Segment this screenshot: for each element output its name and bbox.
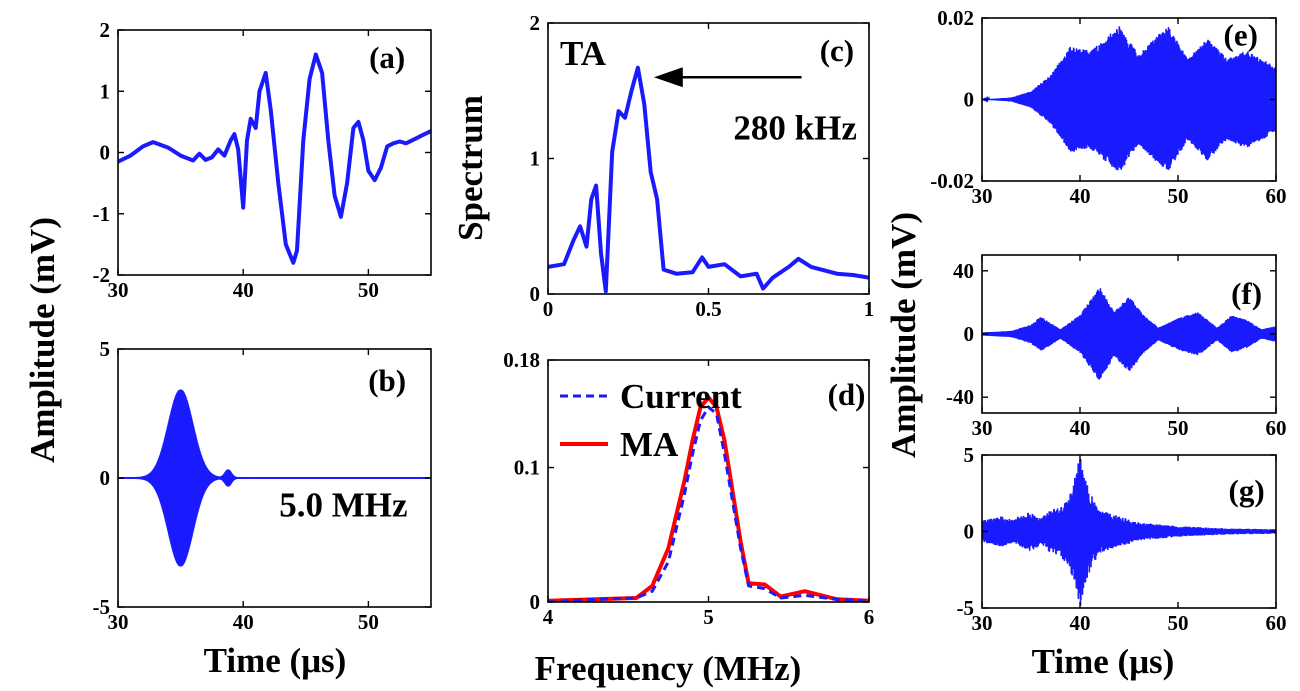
signal-trace-b <box>118 389 431 567</box>
xtick-label-c: 0 <box>543 297 554 321</box>
xlabel-right: Time (μs) <box>1032 642 1175 681</box>
xtick-label-d: 4 <box>543 605 554 629</box>
ytick-label-a: -1 <box>93 202 111 226</box>
xtick-label-a: 50 <box>358 278 379 302</box>
xtick-label-a: 30 <box>108 278 129 302</box>
xtick-label-f: 50 <box>1168 416 1189 440</box>
legend-label-ma: MA <box>620 425 679 464</box>
xtick-label-g: 60 <box>1266 611 1287 635</box>
ytick-label-g: 0 <box>964 520 975 544</box>
ytick-label-c: 0 <box>530 282 541 306</box>
xtick-label-f: 60 <box>1266 416 1287 440</box>
ytick-label-b: 0 <box>100 466 111 490</box>
ytick-label-f: -40 <box>946 385 974 409</box>
xlabel-mid: Frequency (MHz) <box>535 649 802 688</box>
plot-area-f <box>982 288 1276 380</box>
signal-trace-g <box>982 459 1276 606</box>
panel-d: 4 5 6 0.18 0.1 0 (d) Current MA <box>503 348 874 629</box>
plot-area-c <box>548 65 869 294</box>
xlabel-left: Time (μs) <box>204 641 347 680</box>
series-line-d-current <box>548 405 869 602</box>
annotation-frequency: 5.0 MHz <box>279 486 407 525</box>
annotation-peak: 280 kHz <box>733 109 856 148</box>
plot-area-b <box>118 389 431 567</box>
plot-area-g <box>982 459 1276 606</box>
series-line-a-0 <box>118 52 431 265</box>
ytick-label-g: 5 <box>964 443 975 467</box>
panel-f: 30 40 50 60 40 0 -40 (f) <box>946 254 1287 440</box>
ytick-label-b: -5 <box>93 595 111 619</box>
plot-area-e <box>982 26 1276 171</box>
xtick-label-c: 1 <box>864 297 875 321</box>
panel-label-c: (c) <box>820 33 854 68</box>
ytick-label-c: 1 <box>530 147 541 171</box>
xtick-label-f: 30 <box>972 416 993 440</box>
xtick-label-b: 40 <box>233 610 254 634</box>
panel-a: 30 40 50 2 1 0 -1 -2 (a) <box>93 18 432 302</box>
series-line-d-ma <box>548 395 869 602</box>
ytick-label-b: 5 <box>100 337 111 361</box>
ylabel-right: Amplitude (mV) <box>884 212 923 458</box>
panel-label-f: (f) <box>1231 276 1262 311</box>
xtick-label-f: 40 <box>1070 416 1091 440</box>
panel-c: 0 0.5 1 2 1 0 (c) TA 280 kHz <box>530 11 875 321</box>
xtick-label-d: 6 <box>864 605 875 629</box>
panel-label-e: (e) <box>1224 17 1258 52</box>
plot-area-a <box>118 52 431 265</box>
inset-text-ta: TA <box>560 34 607 73</box>
panel-label-d: (d) <box>828 377 866 412</box>
ytick-label-a: 1 <box>100 79 111 103</box>
xtick-label-g: 40 <box>1070 611 1091 635</box>
ytick-label-a: -2 <box>93 263 111 287</box>
signal-trace-e <box>982 26 1276 171</box>
ytick-label-d: 0 <box>530 590 541 614</box>
xtick-label-a: 40 <box>233 278 254 302</box>
panel-e: 30 40 50 60 0.02 0 -0.02 (e) <box>930 6 1286 208</box>
plot-area-d <box>548 395 869 602</box>
ytick-label-e: 0 <box>964 88 975 112</box>
arrow-head <box>653 67 683 88</box>
xtick-label-b: 30 <box>108 610 129 634</box>
ytick-label-e: 0.02 <box>937 6 974 30</box>
ytick-label-a: 2 <box>100 18 111 42</box>
panel-label-g: (g) <box>1229 473 1265 508</box>
series-line-c-0 <box>548 65 869 294</box>
ytick-label-e: -0.02 <box>930 169 974 193</box>
ytick-label-d: 0.18 <box>503 348 540 372</box>
xtick-label-d: 5 <box>703 605 714 629</box>
xtick-label-g: 50 <box>1168 611 1189 635</box>
ytick-label-d: 0.1 <box>514 456 540 480</box>
panel-label-b: (b) <box>368 363 406 398</box>
ytick-label-a: 0 <box>100 141 111 165</box>
panel-label-a: (a) <box>369 40 405 75</box>
ytick-label-c: 2 <box>530 11 541 35</box>
ylabel-left: Amplitude (mV) <box>23 217 62 463</box>
xtick-label-g: 30 <box>972 611 993 635</box>
ytick-label-g: -5 <box>957 596 975 620</box>
ytick-label-f: 40 <box>953 259 974 283</box>
xtick-label-e: 50 <box>1168 184 1189 208</box>
legend-label-current: Current <box>620 377 742 416</box>
xtick-label-e: 60 <box>1266 184 1287 208</box>
xtick-label-c: 0.5 <box>695 297 721 321</box>
ylabel-mid: Spectrum <box>451 95 490 241</box>
xtick-label-e: 40 <box>1070 184 1091 208</box>
xtick-label-e: 30 <box>972 184 993 208</box>
ytick-label-f: 0 <box>964 322 975 346</box>
xtick-label-b: 50 <box>358 610 379 634</box>
signal-trace-f <box>982 288 1276 380</box>
